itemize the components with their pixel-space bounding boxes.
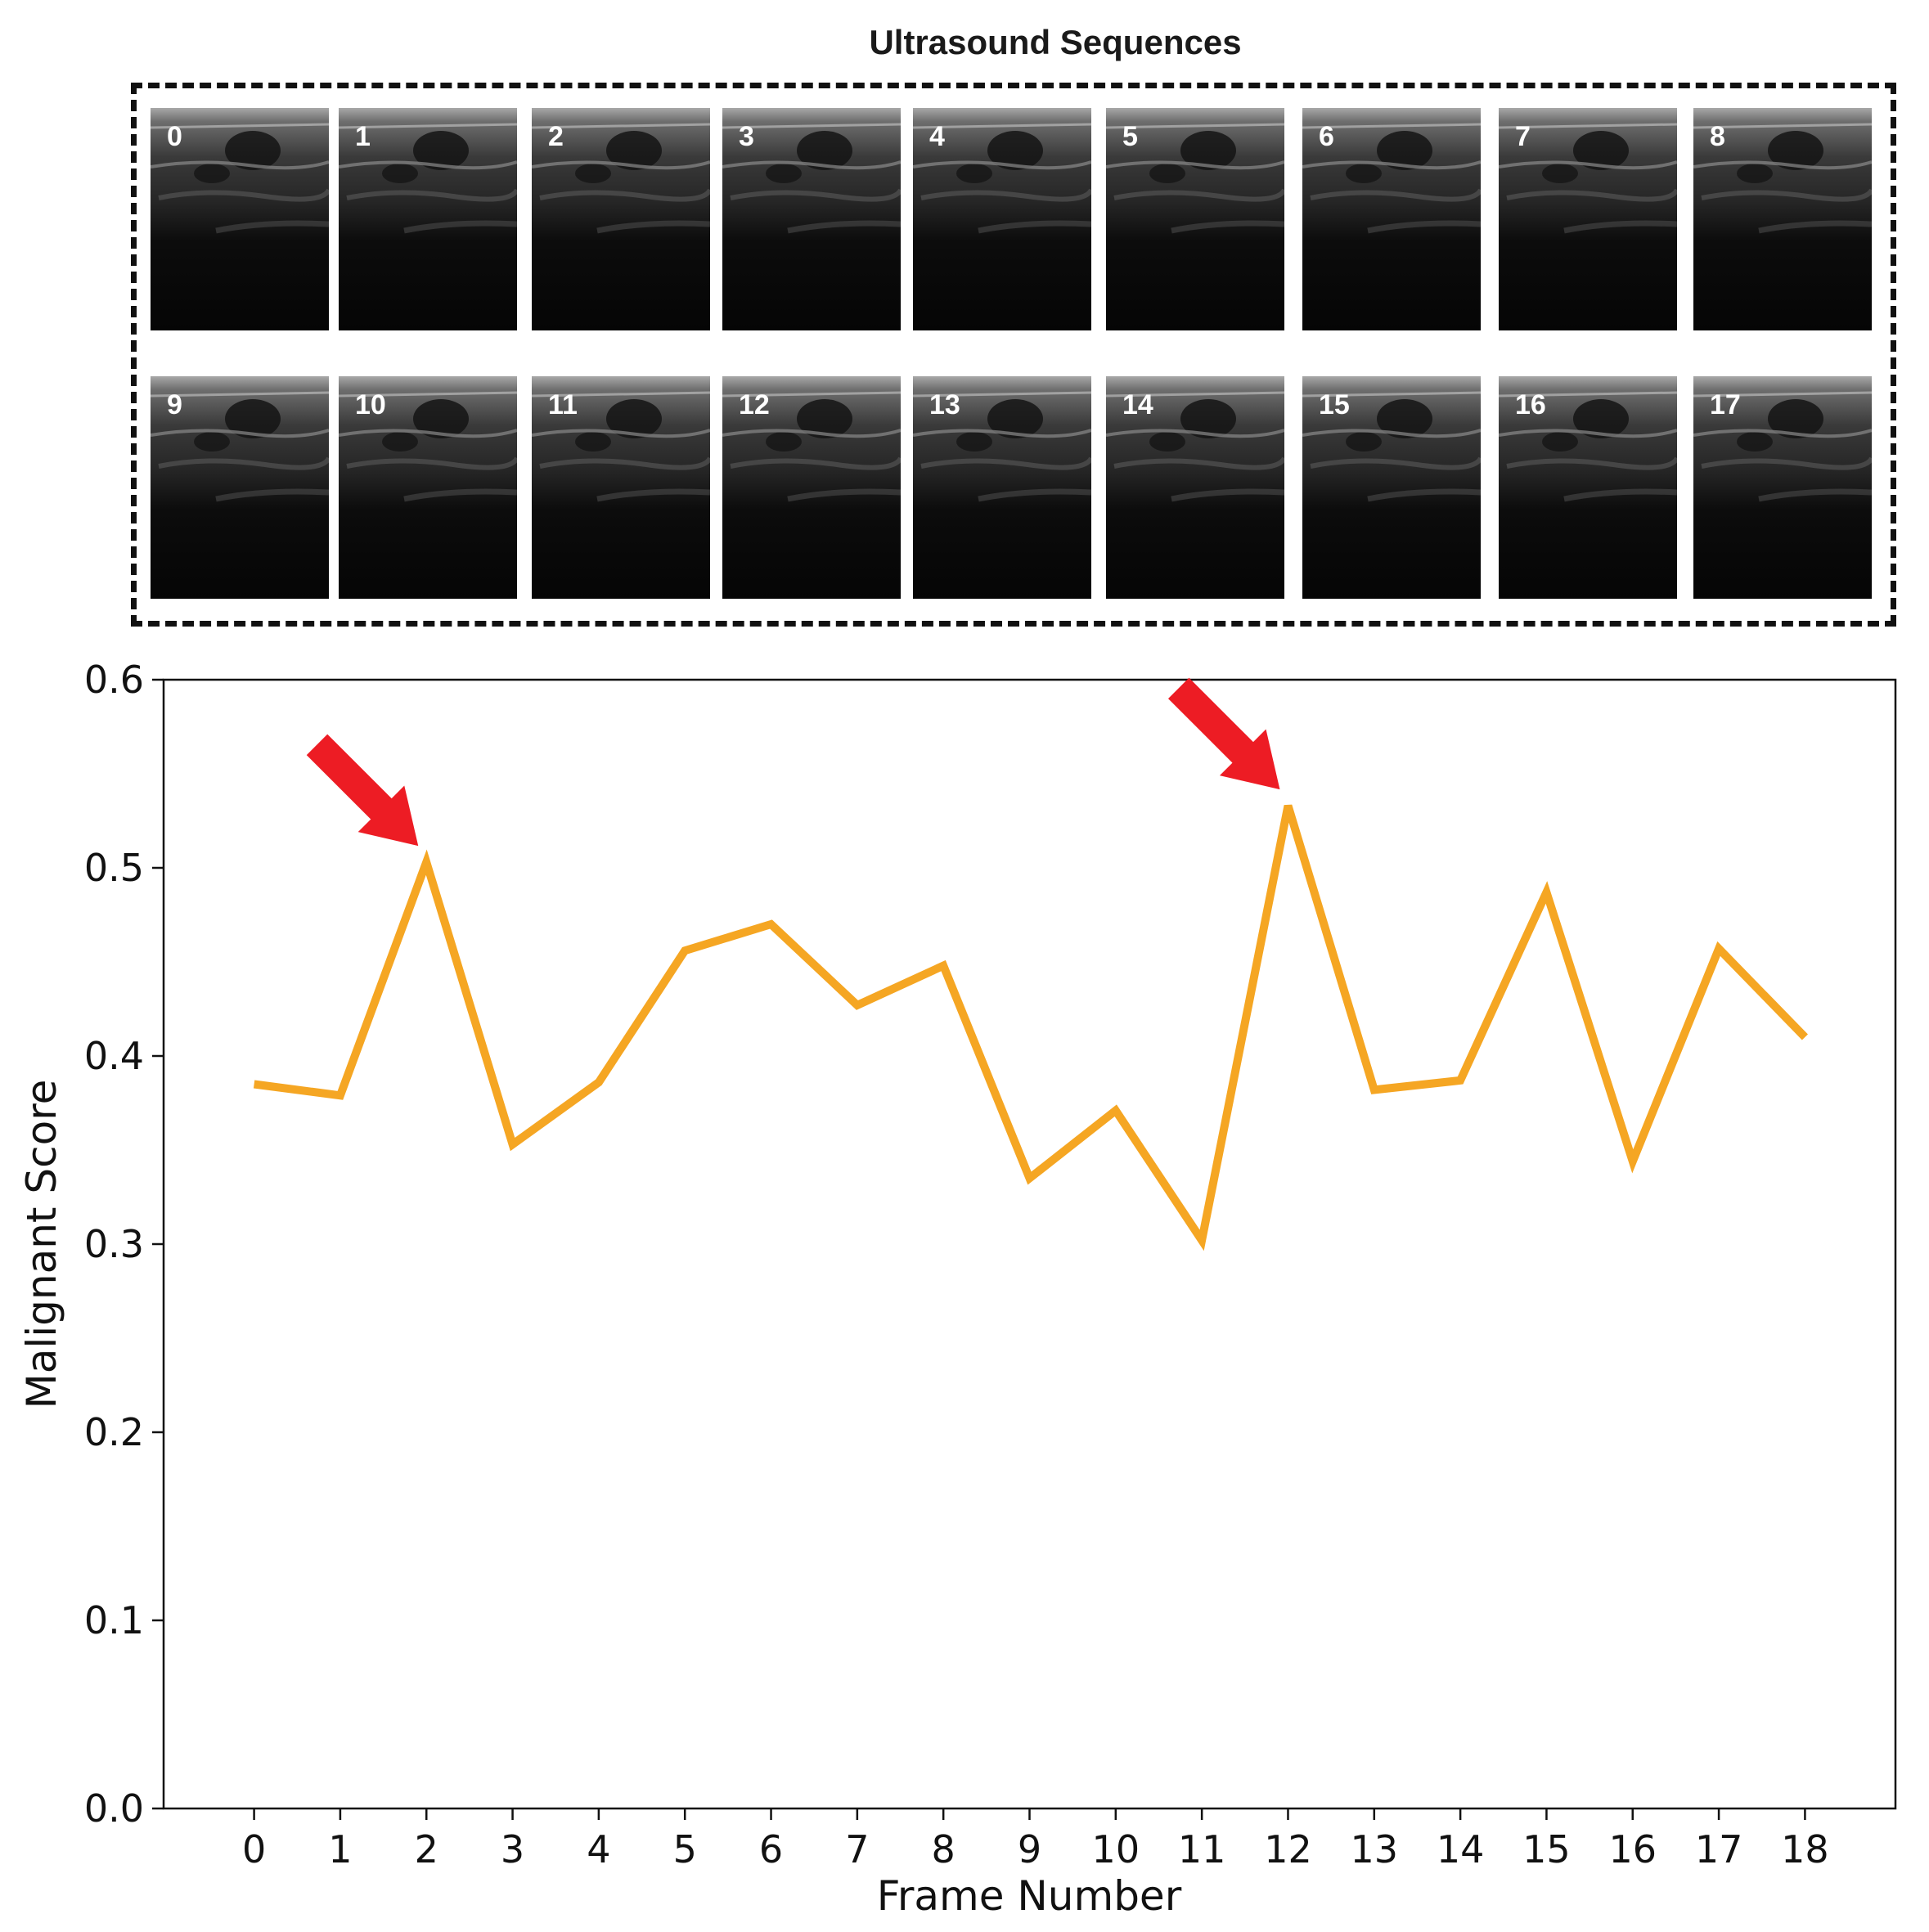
series-layer (253, 804, 1808, 1251)
y-axis-label: Malignant Score (18, 1080, 65, 1409)
ultrasound-image (1693, 108, 1872, 330)
ultrasound-image (1499, 376, 1677, 599)
ultrasound-frame: 6 (1302, 108, 1481, 330)
x-tick-label: 1 (328, 1827, 352, 1871)
ultrasound-image (1106, 376, 1284, 599)
x-axis-label: Frame Number (877, 1872, 1182, 1920)
ultrasound-frame: 9 (151, 376, 329, 599)
frame-number-label: 9 (167, 389, 182, 420)
x-tick-label: 12 (1264, 1827, 1312, 1871)
ultrasound-image (1302, 376, 1481, 599)
ultrasound-frame: 3 (722, 108, 901, 330)
x-tick-label: 9 (1018, 1827, 1041, 1871)
frame-number-label: 12 (739, 389, 770, 420)
frame-number-label: 13 (929, 389, 960, 420)
y-tick-label: 0.5 (84, 846, 144, 890)
sequence-title: Ultrasound Sequences (869, 23, 1242, 61)
x-tick-label: 6 (759, 1827, 783, 1871)
x-tick-label: 14 (1437, 1827, 1485, 1871)
ultrasound-frame: 1 (339, 108, 517, 330)
x-tick-label: 13 (1351, 1827, 1399, 1871)
ultrasound-image (722, 108, 901, 330)
red-arrow (306, 734, 419, 847)
frame-number-label: 17 (1710, 389, 1741, 420)
ultrasound-frame: 17 (1693, 376, 1872, 599)
ultrasound-frame: 7 (1499, 108, 1677, 330)
x-tick-label: 4 (587, 1827, 610, 1871)
plot-area (162, 678, 1897, 1810)
ultrasound-frame: 11 (532, 376, 710, 599)
ultrasound-image (913, 108, 1091, 330)
frame-number-label: 7 (1515, 121, 1531, 152)
ultrasound-image (722, 376, 901, 599)
frame-number-label: 2 (548, 121, 564, 152)
y-tick-label: 0.4 (84, 1034, 144, 1078)
ultrasound-image (151, 376, 329, 599)
x-tick-label: 10 (1092, 1827, 1140, 1871)
ultrasound-frame: 15 (1302, 376, 1481, 599)
x-tick-label: 16 (1608, 1827, 1657, 1871)
ultrasound-image (1106, 108, 1284, 330)
sequence-frame (131, 83, 1896, 627)
y-tick-label: 0.3 (84, 1222, 144, 1266)
y-axis: 0.0 0.1 0.2 0.3 0.4 0.5 0.6 (84, 658, 164, 1831)
ultrasound-frame: 14 (1106, 376, 1284, 599)
y-tick-label: 0.2 (84, 1410, 144, 1454)
ultrasound-frame: 16 (1499, 376, 1677, 599)
frame-number-label: 15 (1319, 389, 1350, 420)
frame-number-label: 6 (1319, 121, 1334, 152)
frame-number-label: 11 (548, 389, 578, 420)
ultrasound-image (151, 108, 329, 330)
ultrasound-image (1302, 108, 1481, 330)
ultrasound-frame: 8 (1693, 108, 1872, 330)
y-tick-label: 0.0 (84, 1786, 144, 1831)
x-tick-label: 17 (1695, 1827, 1743, 1871)
series-line (253, 804, 1808, 1251)
frame-number-label: 16 (1515, 389, 1546, 420)
x-tick-label: 3 (501, 1827, 524, 1871)
ultrasound-image (532, 108, 710, 330)
ultrasound-frame: 12 (722, 376, 901, 599)
x-tick-label: 0 (242, 1827, 266, 1871)
x-tick-label: 2 (415, 1827, 438, 1871)
frame-number-label: 5 (1122, 121, 1138, 152)
x-tick-label: 7 (845, 1827, 869, 1871)
x-axis: 0 1 2 3 4 5 6 7 8 9 10 11 12 13 14 15 16 17 18 (242, 1808, 1829, 1871)
ultrasound-image (339, 376, 517, 599)
frame-number-label: 0 (167, 121, 182, 152)
ultrasound-image (1693, 376, 1872, 599)
annotation-layer (306, 677, 1280, 847)
x-tick-label: 11 (1178, 1827, 1226, 1871)
ultrasound-frame: 4 (913, 108, 1091, 330)
ultrasound-frame: 0 (151, 108, 329, 330)
red-arrow (1167, 677, 1280, 790)
frame-number-label: 3 (739, 121, 754, 152)
x-tick-label: 8 (932, 1827, 956, 1871)
ultrasound-frame: 2 (532, 108, 710, 330)
y-tick-label: 0.1 (84, 1598, 144, 1642)
ultrasound-image (532, 376, 710, 599)
frame-number-label: 10 (355, 389, 386, 420)
x-tick-label: 15 (1522, 1827, 1571, 1871)
frame-number-label: 8 (1710, 121, 1725, 152)
ultrasound-image (1499, 108, 1677, 330)
ultrasound-frame: 13 (913, 376, 1091, 599)
frame-number-label: 4 (929, 121, 945, 152)
ultrasound-frame: 10 (339, 376, 517, 599)
x-tick-label: 5 (673, 1827, 697, 1871)
frame-number-label: 14 (1122, 389, 1153, 420)
ultrasound-frame: 5 (1106, 108, 1284, 330)
frame-number-label: 1 (355, 121, 371, 152)
x-tick-label: 18 (1781, 1827, 1829, 1871)
ultrasound-image (913, 376, 1091, 599)
y-tick-label: 0.6 (84, 658, 144, 702)
ultrasound-image (339, 108, 517, 330)
